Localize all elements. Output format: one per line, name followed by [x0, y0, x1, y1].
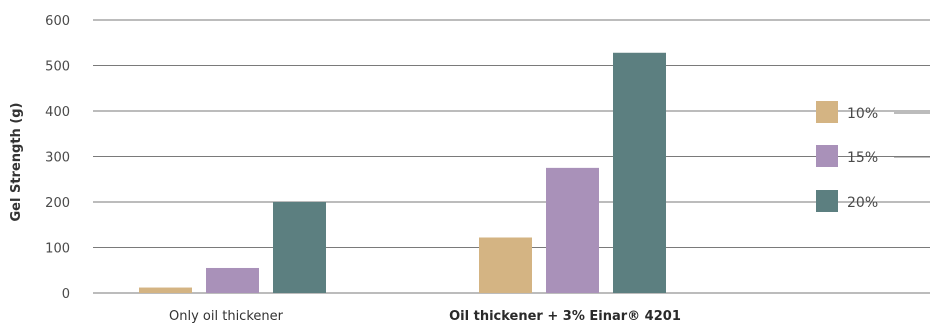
- y-axis-ticks: 0 100 200 300 400 500 600: [45, 14, 70, 302]
- bars: [139, 52, 666, 294]
- legend-label: 15%: [847, 150, 878, 166]
- bar-10pct-2: [479, 237, 532, 293]
- legend-swatch: [816, 101, 838, 123]
- y-tick-label: 600: [45, 14, 70, 29]
- category-label: Oil thickener + 3% Einar® 4201: [449, 309, 681, 324]
- y-tick-label: 0: [62, 287, 70, 302]
- bar-20pct-2: [613, 52, 666, 294]
- y-axis-title: Gel Strength (g): [9, 102, 24, 221]
- legend-label: 10%: [847, 106, 878, 122]
- bar-15pct-2: [546, 167, 599, 293]
- y-tick-label: 400: [45, 105, 70, 120]
- legend-label: 20%: [847, 195, 878, 211]
- y-tick-label: 100: [45, 242, 70, 257]
- y-tick-label: 200: [45, 196, 70, 211]
- bar-10pct-1: [139, 287, 192, 293]
- y-tick-label: 300: [45, 151, 70, 166]
- category-label: Only oil thickener: [169, 309, 284, 324]
- gridlines: [93, 19, 930, 294]
- legend-swatch: [816, 190, 838, 212]
- bar-15pct-1: [206, 267, 259, 293]
- x-axis-category-labels: Only oil thickener Oil thickener + 3% Ein…: [169, 309, 681, 324]
- legend-swatch: [816, 145, 838, 167]
- legend: 10% 15% 20%: [816, 101, 930, 212]
- bar-20pct-1: [273, 202, 326, 293]
- y-tick-label: 500: [45, 60, 70, 75]
